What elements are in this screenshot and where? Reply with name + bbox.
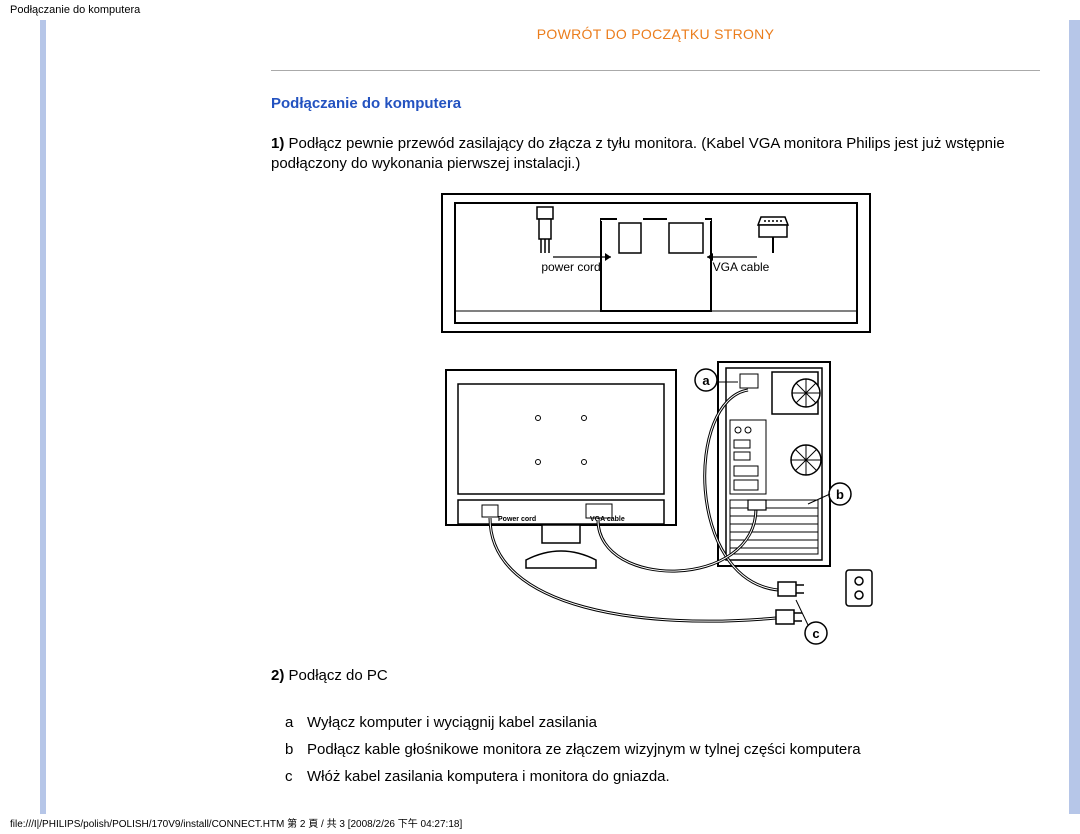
substep-letter: c <box>279 766 301 787</box>
substep-letter: b <box>279 739 301 760</box>
substep-text: Podłącz kable głośnikowe monitora ze złą… <box>301 739 867 760</box>
substeps-list: a Wyłącz komputer i wyciągnij kabel zasi… <box>279 706 867 793</box>
step-2-number: 2) <box>271 667 284 684</box>
horizontal-rule <box>271 70 1040 71</box>
step-2-label: Podłącz do PC <box>284 667 387 684</box>
step-1-body: Podłącz pewnie przewód zasilający do złą… <box>271 135 1005 172</box>
section-heading: Podłączanie do komputera <box>271 95 1040 112</box>
svg-text:Power cord: Power cord <box>498 516 536 523</box>
substep-row: c Włóż kabel zasilania komputera i monit… <box>279 766 867 787</box>
diagram-1-ports: power cord VGA cable <box>271 193 1040 338</box>
svg-text:VGA cable: VGA cable <box>712 260 769 274</box>
step-1-text: 1) Podłącz pewnie przewód zasilający do … <box>271 134 1040 175</box>
right-accent-bar <box>1069 20 1080 814</box>
svg-text:a: a <box>702 373 710 388</box>
substep-text: Wyłącz komputer i wyciągnij kabel zasila… <box>301 712 867 733</box>
footer-path: file:///I|/PHILIPS/polish/POLISH/170V9/i… <box>10 815 462 830</box>
substep-text: Włóż kabel zasilania komputera i monitor… <box>301 766 867 787</box>
step-2-text: 2) Podłącz do PC <box>271 667 1040 684</box>
svg-text:b: b <box>836 487 844 502</box>
back-to-top-link[interactable]: POWRÓT DO POCZĄTKU STRONY <box>271 26 1040 42</box>
svg-text:power cord: power cord <box>541 260 600 274</box>
substep-row: b Podłącz kable głośnikowe monitora ze z… <box>279 739 867 760</box>
page-header-title: Podłączanie do komputera <box>0 0 1080 20</box>
page-body: POWRÓT DO POCZĄTKU STRONY Podłączanie do… <box>40 20 1080 814</box>
substep-row: a Wyłącz komputer i wyciągnij kabel zasi… <box>279 712 867 733</box>
step-1-number: 1) <box>271 135 284 152</box>
content-area: POWRÓT DO POCZĄTKU STRONY Podłączanie do… <box>271 20 1080 793</box>
diagram-2-connection: Power cord VGA cable <box>271 350 1040 655</box>
svg-text:VGA cable: VGA cable <box>590 516 625 523</box>
substep-letter: a <box>279 712 301 733</box>
svg-text:c: c <box>812 626 819 641</box>
